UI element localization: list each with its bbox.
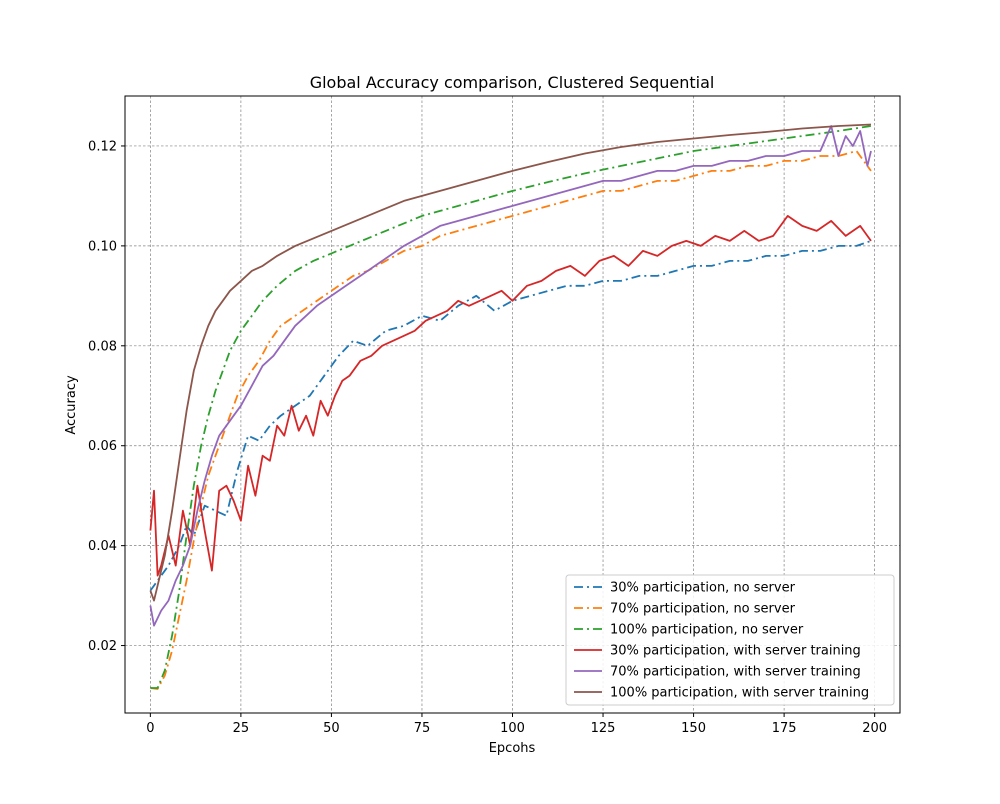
series-line-4 (149, 214, 872, 577)
legend-box (565, 574, 895, 706)
x-tick-label: 125 (591, 721, 616, 736)
y-tick-label: 0.06 (88, 439, 117, 454)
y-axis-ticks: 0.02 0.04 0.06 0.08 0.10 0.12 (88, 139, 125, 654)
y-tick-label: 0.10 (88, 239, 117, 254)
legend-label: 100% participation, no server (610, 623, 804, 638)
chart-title: Global Accuracy comparison, Clustered Se… (310, 73, 715, 92)
legend-label: 30% participation, with server training (610, 644, 861, 659)
x-tick-label: 25 (233, 721, 250, 736)
legend: 30% participation, no server 70% particip… (565, 574, 895, 706)
x-tick-label: 75 (414, 721, 431, 736)
y-tick-label: 0.02 (88, 639, 117, 654)
series-line-6 (149, 123, 872, 602)
x-tick-label: 0 (146, 721, 154, 736)
series-lines (149, 123, 872, 690)
series-line-3 (150, 125, 872, 689)
y-tick-label: 0.04 (88, 539, 117, 554)
y-axis-label: Accuracy (64, 375, 79, 435)
x-tick-label: 150 (681, 721, 706, 736)
x-tick-label: 175 (772, 721, 797, 736)
y-tick-label: 0.08 (88, 339, 117, 354)
legend-label: 100% participation, with server training (610, 686, 869, 701)
legend-label: 30% participation, no server (610, 581, 796, 596)
series-line-1 (149, 240, 872, 592)
x-tick-label: 100 (500, 721, 525, 736)
x-tick-label: 50 (323, 721, 340, 736)
x-tick-label: 200 (862, 721, 887, 736)
legend-label: 70% participation, with server training (610, 665, 861, 680)
y-tick-label: 0.12 (88, 139, 117, 154)
series-line-2 (150, 150, 872, 690)
x-axis-ticks: 0 25 50 75 100 125 150 175 200 (146, 713, 887, 736)
legend-label: 70% participation, no server (610, 602, 796, 617)
x-axis-label: Epcohs (489, 741, 536, 756)
series-line-5 (149, 125, 872, 627)
